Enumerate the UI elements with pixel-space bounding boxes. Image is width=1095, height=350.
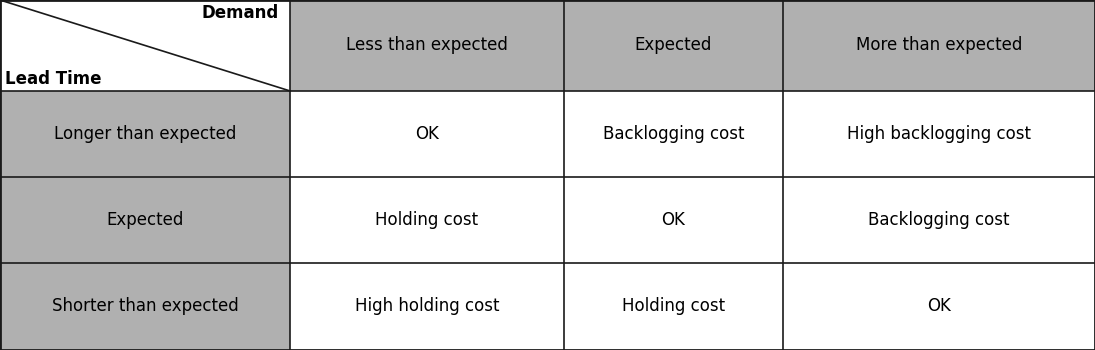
Text: Shorter than expected: Shorter than expected [51, 297, 239, 315]
Bar [564, 177, 783, 262]
Bar [0, 262, 290, 350]
Text: Demand: Demand [201, 4, 279, 21]
Text: High backlogging cost: High backlogging cost [846, 125, 1031, 143]
Bar [783, 177, 1095, 262]
Bar [783, 262, 1095, 350]
Text: More than expected: More than expected [856, 36, 1022, 55]
Bar [0, 177, 290, 262]
Bar [783, 91, 1095, 177]
Text: OK: OK [927, 297, 950, 315]
Bar [290, 177, 564, 262]
Bar [0, 91, 290, 177]
Text: OK: OK [415, 125, 439, 143]
Text: Backlogging cost: Backlogging cost [602, 125, 745, 143]
Bar [564, 262, 783, 350]
Text: Lead Time: Lead Time [5, 70, 102, 88]
Bar [564, 0, 783, 91]
Text: Expected: Expected [106, 211, 184, 229]
Text: OK: OK [661, 211, 685, 229]
Bar [290, 262, 564, 350]
Bar [290, 0, 564, 91]
Text: Holding cost: Holding cost [622, 297, 725, 315]
Text: Backlogging cost: Backlogging cost [868, 211, 1010, 229]
Bar [783, 0, 1095, 91]
Bar [290, 91, 564, 177]
Text: Expected: Expected [635, 36, 712, 55]
Text: Longer than expected: Longer than expected [54, 125, 237, 143]
Bar [0, 0, 290, 91]
Text: High holding cost: High holding cost [355, 297, 499, 315]
Bar [564, 91, 783, 177]
Text: Less than expected: Less than expected [346, 36, 508, 55]
Text: Holding cost: Holding cost [376, 211, 479, 229]
